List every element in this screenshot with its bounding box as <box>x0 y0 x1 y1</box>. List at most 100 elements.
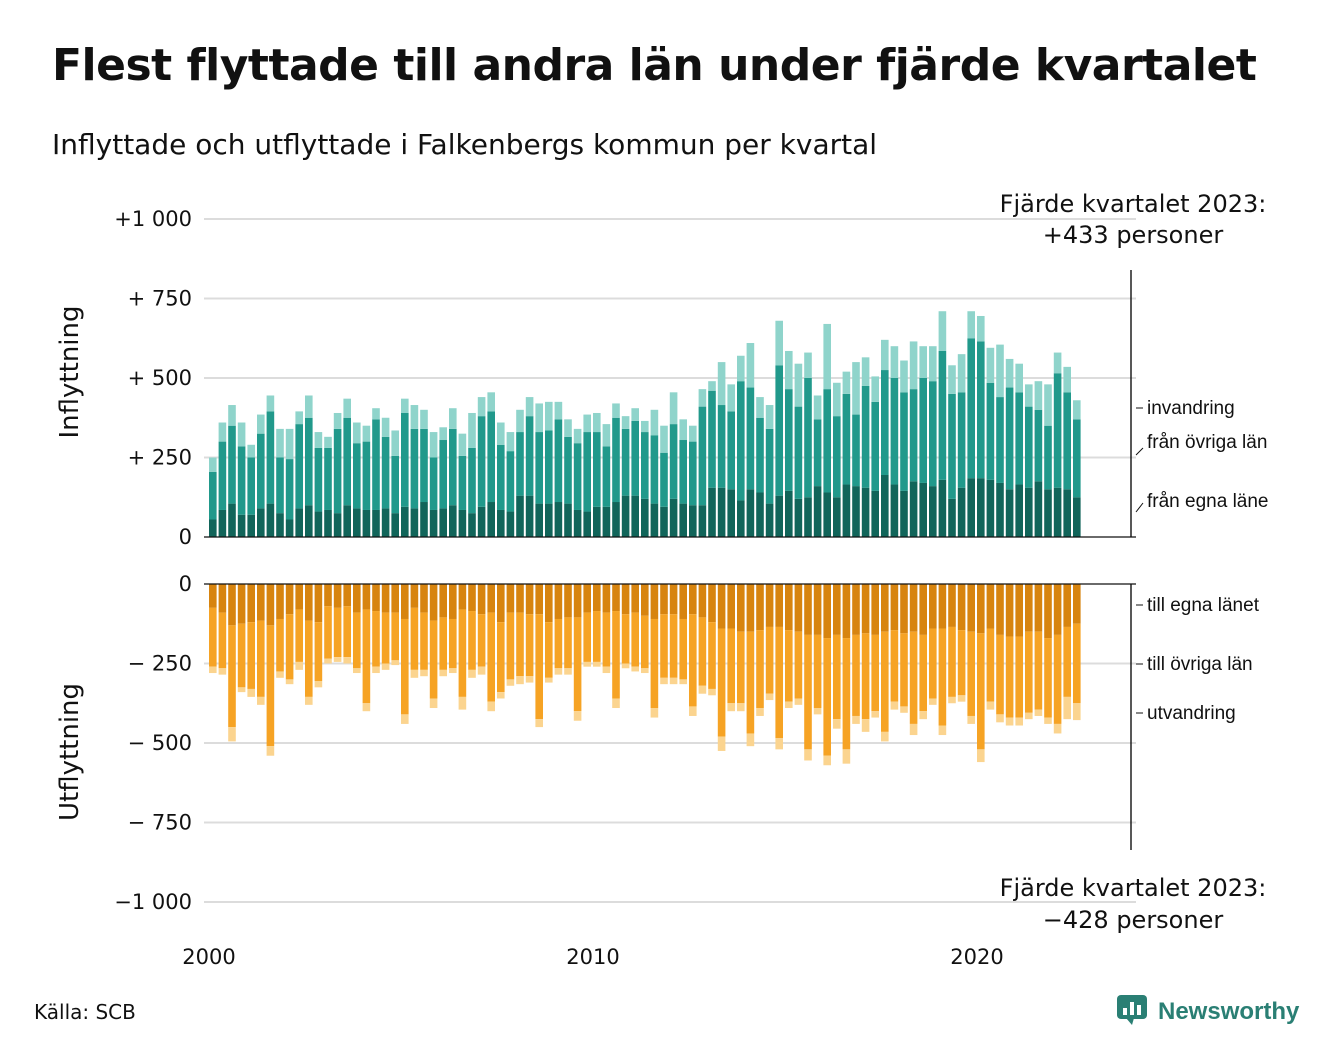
bar-outflow <box>1063 584 1071 627</box>
bar-inflow <box>1063 366 1071 393</box>
bar-outflow <box>583 661 591 667</box>
bar-outflow <box>506 612 515 680</box>
bar-inflow <box>410 508 419 537</box>
bar-inflow <box>804 497 812 537</box>
bar-inflow <box>1025 487 1033 537</box>
bar-inflow <box>410 405 419 429</box>
bar-outflow <box>737 703 745 712</box>
bar-inflow <box>660 425 668 453</box>
bar-inflow <box>516 495 524 537</box>
bar-outflow <box>343 657 351 664</box>
bar-outflow <box>237 623 246 688</box>
bar-inflow <box>516 432 524 496</box>
bar-outflow <box>881 731 889 742</box>
bar-outflow <box>305 584 313 621</box>
bar-inflow <box>487 502 495 537</box>
bar-outflow <box>554 618 563 669</box>
bar-inflow <box>295 424 303 509</box>
bar-outflow <box>247 584 255 623</box>
bar-outflow <box>583 584 591 613</box>
bar-outflow <box>967 584 975 632</box>
bar-outflow <box>929 628 937 699</box>
bar-inflow <box>631 408 639 421</box>
annotation-bottom-line2: −428 personer <box>1043 906 1224 934</box>
label-till-ovriga-lan: till övriga län <box>1147 654 1253 675</box>
bar-inflow <box>708 390 716 488</box>
bar-inflow <box>525 397 534 417</box>
y-tick-label: + 750 <box>128 287 192 311</box>
bar-outflow <box>660 614 668 678</box>
bar-outflow <box>717 736 726 751</box>
bar-inflow <box>621 428 630 496</box>
bar-outflow <box>545 677 553 683</box>
bar-outflow <box>257 696 265 705</box>
bar-inflow <box>1005 387 1014 490</box>
bar-inflow <box>727 384 735 412</box>
bar-outflow <box>285 584 294 615</box>
bar-inflow <box>372 408 380 420</box>
bar-inflow <box>708 487 716 537</box>
x-tick-label: 2000 <box>182 945 235 969</box>
bar-inflow <box>967 338 975 479</box>
bar-inflow <box>861 487 870 537</box>
bar-outflow <box>631 584 639 613</box>
bar-outflow <box>449 618 457 669</box>
bar-inflow <box>833 416 841 498</box>
bar-inflow <box>948 393 956 499</box>
bar-outflow <box>228 625 236 728</box>
bar-inflow <box>890 346 899 378</box>
bar-outflow <box>1025 584 1033 632</box>
bar-outflow <box>391 660 399 666</box>
bar-outflow <box>353 584 361 613</box>
bar-outflow <box>237 687 246 693</box>
bar-inflow <box>794 498 803 537</box>
bar-outflow <box>641 615 649 669</box>
bar-inflow <box>785 350 793 390</box>
bar-inflow <box>612 417 620 503</box>
bar-inflow <box>429 457 438 510</box>
bar-inflow <box>420 409 428 429</box>
bar-inflow <box>362 441 371 510</box>
bar-inflow <box>353 443 361 509</box>
bar-outflow <box>689 706 697 716</box>
bar-inflow <box>477 397 486 417</box>
bar-outflow <box>929 698 937 705</box>
bar-outflow <box>900 706 908 713</box>
bar-inflow <box>900 392 908 491</box>
bar-inflow <box>324 436 332 448</box>
bar-inflow <box>506 511 515 537</box>
bar-outflow <box>372 584 380 612</box>
bar-inflow <box>679 440 687 504</box>
bar-inflow <box>333 412 342 429</box>
bar-outflow <box>1063 626 1071 697</box>
bar-outflow <box>218 668 227 675</box>
bar-outflow <box>689 614 697 707</box>
bar-inflow <box>545 430 553 504</box>
bar-outflow <box>516 676 524 685</box>
bar-outflow <box>698 584 707 618</box>
bar-inflow <box>564 436 572 504</box>
bar-outflow <box>765 693 774 701</box>
label-utvandring: utvandring <box>1147 703 1236 724</box>
bar-outflow <box>497 584 505 623</box>
bar-inflow <box>228 405 236 426</box>
bar-outflow <box>756 630 764 709</box>
bar-inflow <box>842 484 851 537</box>
bar-inflow <box>381 508 390 537</box>
bar-outflow <box>842 584 851 639</box>
axes: 0 + 250 + 500 + 750 +1 000 0 − 250 − 500 − 750 −1… <box>55 207 1136 969</box>
bar-outflow <box>497 692 505 699</box>
bar-outflow <box>823 638 831 756</box>
bar-inflow <box>439 427 447 441</box>
bar-outflow <box>890 630 899 702</box>
bar-outflow <box>602 612 611 667</box>
bar-inflow <box>602 446 611 507</box>
bar-inflow <box>1044 425 1052 490</box>
bar-inflow <box>621 495 630 537</box>
bar-inflow <box>996 397 1004 483</box>
bar-outflow <box>641 584 649 616</box>
x-tick-label: 2020 <box>950 945 1003 969</box>
bar-inflow <box>852 486 860 537</box>
bar-outflow <box>1044 717 1052 724</box>
bar-inflow <box>266 411 275 504</box>
